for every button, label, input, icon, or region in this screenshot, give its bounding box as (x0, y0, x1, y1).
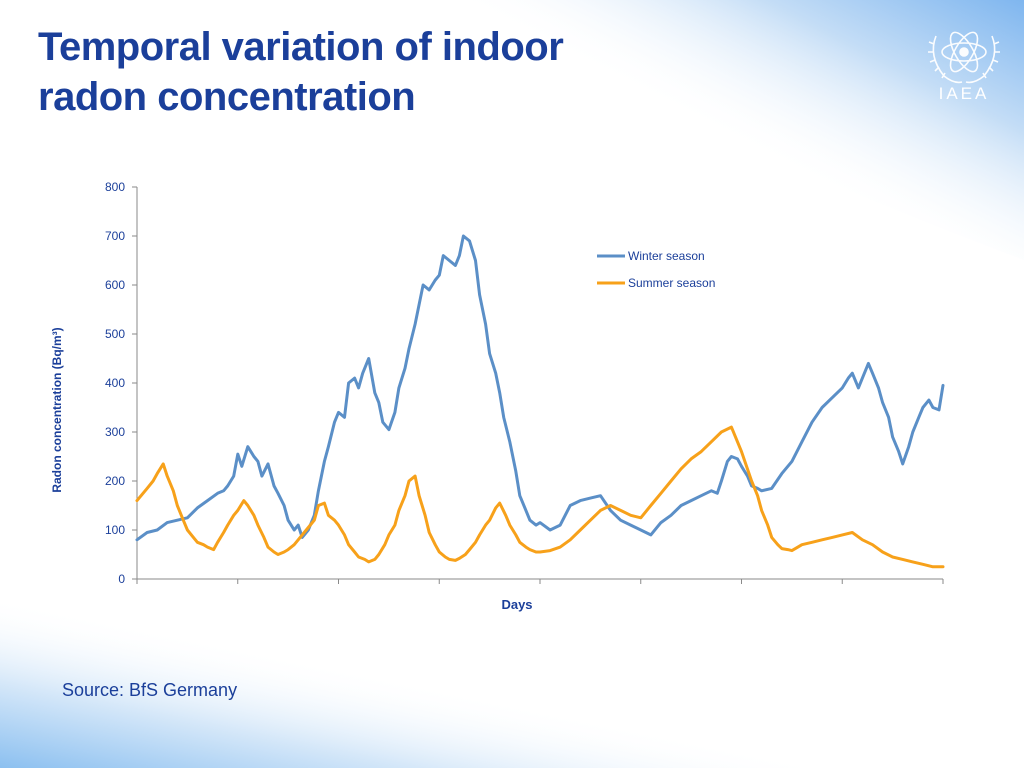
chart-legend: Winter season Summer season (597, 249, 715, 290)
y-tick-label: 600 (105, 278, 125, 292)
y-tick-label: 400 (105, 376, 125, 390)
y-tick-label: 0 (118, 572, 125, 586)
legend-label: Winter season (628, 249, 705, 263)
y-tick-label: 300 (105, 425, 125, 439)
y-tick-label: 500 (105, 327, 125, 341)
y-tick-label: 800 (105, 180, 125, 194)
iaea-logo-text: IAEA (938, 84, 990, 103)
slide-title-line-1: Temporal variation of indoor (38, 25, 564, 69)
legend-label: Summer season (628, 276, 715, 290)
y-axis-label: Radon concentration (Bq/m³) (50, 327, 64, 492)
chart-axes: 0 100 200 300 400 500 600 700 800 (105, 180, 944, 586)
y-tick-label: 700 (105, 229, 125, 243)
slide-title: Temporal variation of indoor radon conce… (38, 22, 738, 122)
series-line-winter-season (135, 234, 945, 542)
iaea-logo (928, 31, 1000, 84)
y-tick-label: 200 (105, 474, 125, 488)
x-axis-label: Days (501, 597, 532, 612)
source-note: Source: BfS Germany (62, 680, 238, 700)
y-tick-label: 100 (105, 523, 125, 537)
series-line-summer-season (135, 425, 945, 569)
slide-title-line-2: radon concentration (38, 75, 416, 119)
